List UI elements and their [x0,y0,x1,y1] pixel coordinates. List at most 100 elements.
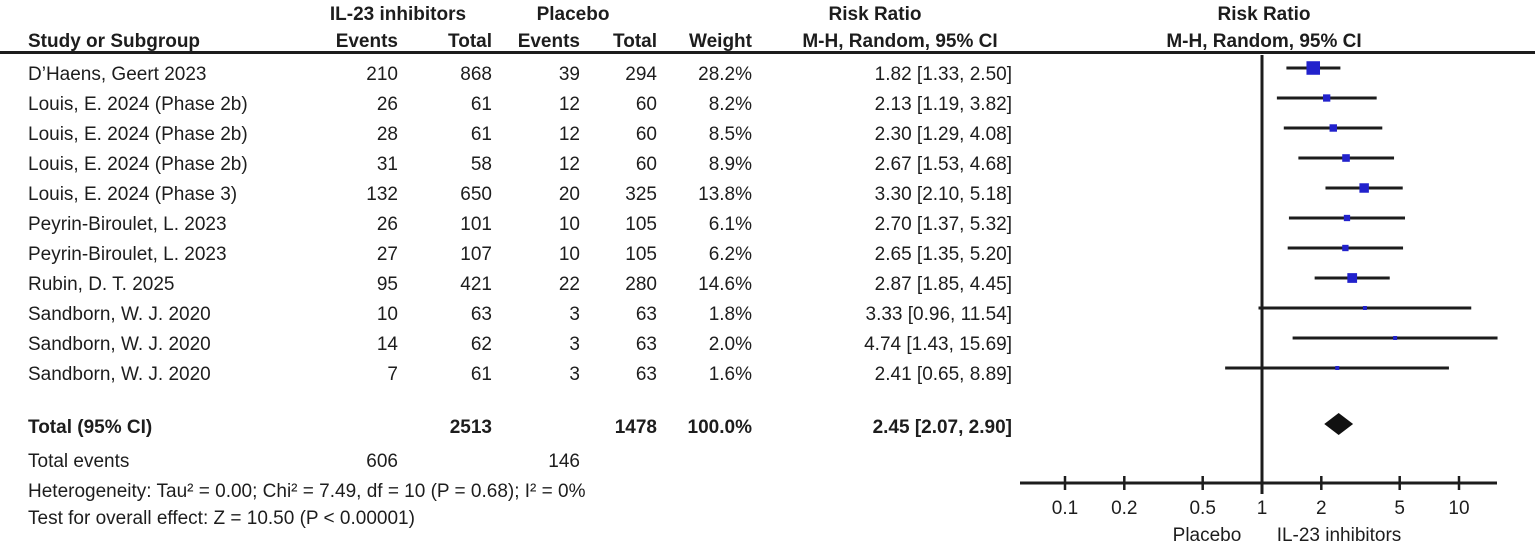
total-treatment-sum: 2513 [449,417,492,438]
column-header-mh-ci-stat: M-H, Random, 95% CI [802,31,998,52]
pooled-diamond [1324,413,1354,435]
rr-ci-text: 2.67 [1.53, 4.68] [874,154,1012,175]
total-placebo: 105 [625,244,657,265]
events-placebo: 3 [569,364,580,385]
study-name: Sandborn, W. J. 2020 [28,364,211,385]
total-treatment: 58 [470,154,492,175]
study-name: Louis, E. 2024 (Phase 3) [28,184,238,205]
events-treatment: 10 [376,304,398,325]
weight: 2.0% [708,334,752,355]
total-rr-ci-text: 2.45 [2.07, 2.90] [872,417,1012,438]
total-events-label: Total events [28,451,130,472]
total-placebo-sum: 1478 [614,417,657,438]
study-row: D’Haens, Geert 2023 210 868 39 294 28.2% 1.82 … [0,60,1020,90]
total-weight: 100.0% [687,417,752,438]
effect-square [1359,183,1369,193]
total-placebo: 280 [625,274,657,295]
study-name: Louis, E. 2024 (Phase 2b) [28,154,248,175]
study-row: Louis, E. 2024 (Phase 2b) 31 58 12 60 8.9% 2.6… [0,150,1020,180]
total-placebo: 60 [635,154,657,175]
column-header-events-treatment: Events [335,31,398,52]
events-treatment: 26 [376,94,398,115]
total-treatment: 62 [470,334,492,355]
total-treatment: 650 [460,184,492,205]
total-treatment: 868 [460,64,492,85]
study-row: Louis, E. 2024 (Phase 2b) 28 61 12 60 8.5% 2.3… [0,120,1020,150]
effect-square [1306,61,1321,75]
total-placebo: 63 [635,364,657,385]
events-placebo: 12 [558,94,580,115]
axis-tick-label: 0.5 [1189,498,1215,519]
effect-square [1342,154,1350,162]
rr-ci-text: 2.87 [1.85, 4.45] [874,274,1012,295]
column-header-total-placebo: Total [613,31,657,52]
events-treatment: 28 [376,124,398,145]
events-treatment: 27 [376,244,398,265]
total-placebo: 325 [625,184,657,205]
total-events-row: Total events 606 146 [0,447,1020,477]
effect-square [1342,244,1349,252]
study-name: Peyrin-Biroulet, L. 2023 [28,244,227,265]
header-divider [0,51,1535,54]
effect-square [1323,94,1331,102]
total-treatment: 63 [470,304,492,325]
events-placebo: 12 [558,154,580,175]
column-header-weight: Weight [689,31,752,52]
weight: 6.1% [708,214,752,235]
weight: 8.2% [708,94,752,115]
overall-effect-text: Test for overall effect: Z = 10.50 (P < … [28,508,415,529]
rr-ci-text: 3.33 [0.96, 11.54] [865,304,1013,325]
rr-ci-text: 3.30 [2.10, 5.18] [874,184,1012,205]
weight: 13.8% [698,184,752,205]
events-treatment: 95 [376,274,398,295]
total-treatment: 421 [460,274,492,295]
column-header-events-placebo: Events [517,31,580,52]
axis-tick-label: 2 [1316,498,1327,519]
study-row: Peyrin-Biroulet, L. 2023 27 107 10 105 6.2% 2.… [0,240,1020,270]
axis-label-treatment: IL-23 inhibitors [1277,525,1402,546]
events-placebo: 3 [569,304,580,325]
axis-tick-label: 0.2 [1111,498,1137,519]
group-header-treatment: IL-23 inhibitors [329,4,467,25]
total-placebo: 60 [635,124,657,145]
weight: 1.6% [708,364,752,385]
effect-square [1335,366,1340,370]
effect-square [1393,336,1398,340]
group-header-placebo: Placebo [536,4,610,25]
events-treatment: 31 [376,154,398,175]
events-treatment: 210 [366,64,398,85]
total-placebo: 105 [625,214,657,235]
study-name: Rubin, D. T. 2025 [28,274,175,295]
study-name: Sandborn, W. J. 2020 [28,334,211,355]
study-row: Sandborn, W. J. 2020 7 61 3 63 1.6% 2.41 [0.65… [0,360,1020,390]
axis-tick-label: 1 [1257,498,1268,519]
total-row: Total (95% CI) 2513 1478 100.0% 2.45 [2.07, … [0,413,1020,443]
rr-ci-text: 1.82 [1.33, 2.50] [874,64,1012,85]
study-row: Rubin, D. T. 2025 95 421 22 280 14.6% 2.87 [1.… [0,270,1020,300]
rr-ci-text: 2.13 [1.19, 3.82] [874,94,1012,115]
weight: 14.6% [698,274,752,295]
rr-ci-text: 2.41 [0.65, 8.89] [874,364,1012,385]
study-row: Sandborn, W. J. 2020 14 62 3 63 2.0% 4.74 [1.4… [0,330,1020,360]
events-placebo: 12 [558,124,580,145]
weight: 6.2% [708,244,752,265]
events-treatment: 132 [366,184,398,205]
study-row: Louis, E. 2024 (Phase 3) 132 650 20 325 13.8%… [0,180,1020,210]
events-placebo: 39 [558,64,580,85]
total-treatment: 61 [470,94,492,115]
weight: 8.9% [708,154,752,175]
effect-square [1329,124,1337,132]
study-name: Peyrin-Biroulet, L. 2023 [28,214,227,235]
events-treatment: 26 [376,214,398,235]
total-placebo: 294 [625,64,657,85]
total-placebo: 63 [635,304,657,325]
heterogeneity-text: Heterogeneity: Tau² = 0.00; Chi² = 7.49,… [28,481,586,502]
risk-ratio-plot-header: Risk Ratio [1217,4,1311,25]
rr-ci-text: 4.74 [1.43, 15.69] [864,334,1012,355]
events-placebo: 3 [569,334,580,355]
events-treatment: 7 [387,364,398,385]
events-placebo: 22 [558,274,580,295]
effect-square [1343,214,1351,222]
